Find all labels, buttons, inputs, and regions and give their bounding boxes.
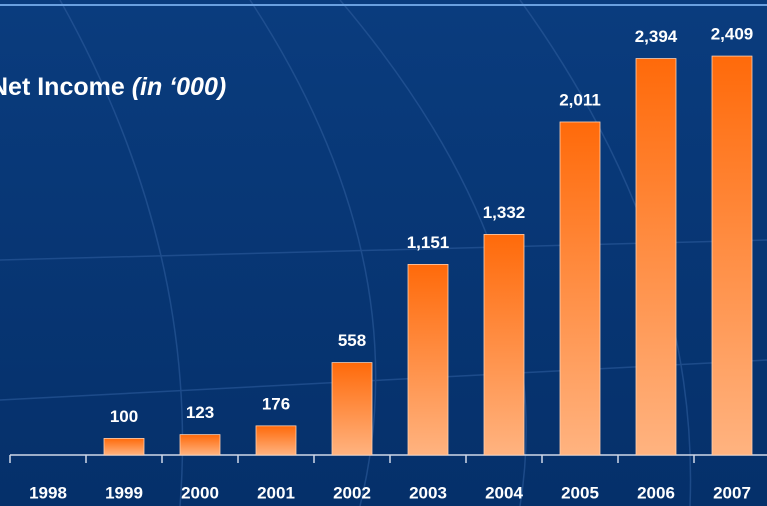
data-label: 2,394: [635, 27, 678, 46]
data-label: 100: [110, 407, 138, 426]
x-tick-label: 2005: [561, 483, 599, 502]
x-tick-label: 2003: [409, 483, 447, 502]
x-tick-label: 2004: [485, 483, 523, 502]
bar: [407, 263, 449, 456]
data-label: 558: [338, 331, 366, 350]
data-label: 2,011: [559, 90, 601, 109]
x-tick-label: 2000: [181, 483, 219, 502]
x-tick-label: 2001: [257, 483, 295, 502]
subtitle: (in ‘000): [132, 73, 226, 101]
x-tick-label: 2007: [713, 483, 751, 502]
bar: [711, 55, 753, 456]
bar: [635, 58, 677, 456]
bar: [179, 434, 221, 456]
bar: [483, 234, 525, 456]
bar: [255, 425, 297, 456]
data-label: 1,332: [483, 203, 526, 222]
x-tick-label: 2002: [333, 483, 371, 502]
data-label: 2,409: [711, 25, 754, 44]
title: Net Income: [0, 73, 125, 101]
bar: [103, 438, 145, 456]
bar: [559, 121, 601, 456]
data-label: 123: [186, 403, 214, 422]
bar: [331, 362, 373, 456]
chart-title: Net Income (in ‘000): [0, 73, 226, 101]
x-tick-label: 1999: [105, 483, 143, 502]
data-label: 1,151: [407, 233, 450, 252]
x-tick-label: 1998: [29, 483, 67, 502]
data-label: 176: [262, 394, 290, 413]
x-tick-label: 2006: [637, 483, 675, 502]
